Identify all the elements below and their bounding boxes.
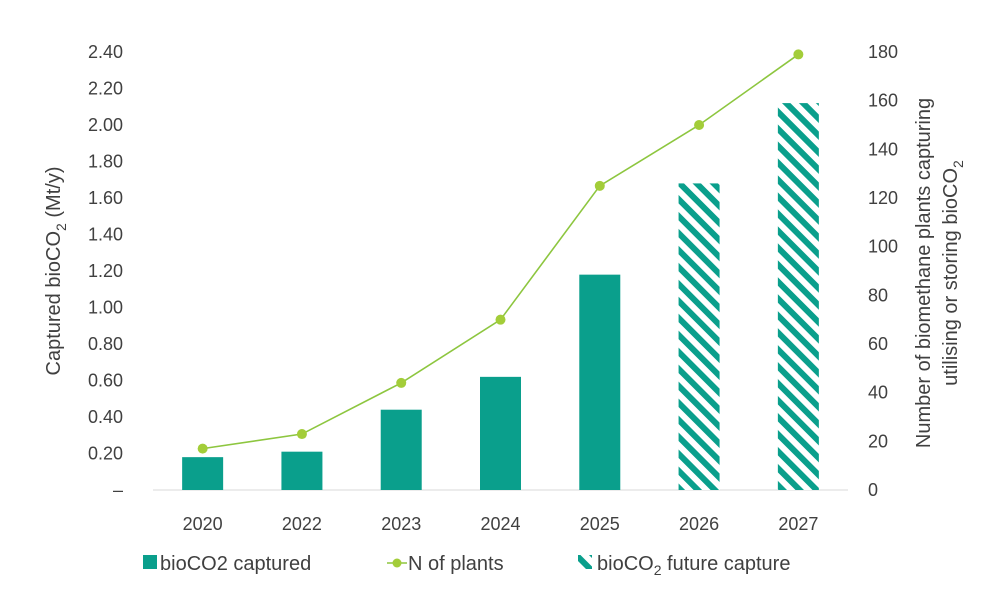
- left-axis-title: Captured bioCO2 (Mt/y): [43, 167, 69, 376]
- right-tick-label: 60: [868, 334, 888, 354]
- right-tick-label: 20: [868, 431, 888, 451]
- right-axis-title-line-1: Number of biomethane plants capturing: [913, 98, 935, 448]
- plants-point: [594, 180, 605, 191]
- plants-point: [495, 314, 506, 325]
- x-tick-label: 2027: [778, 514, 818, 534]
- right-tick-label: 180: [868, 42, 898, 62]
- plants-line-series: [197, 49, 804, 454]
- legend-swatch-plants-marker: [392, 558, 402, 568]
- left-tick-label: 1.80: [88, 152, 123, 172]
- captured-bar: [380, 409, 422, 490]
- left-tick-label: 2.00: [88, 115, 123, 135]
- legend: bioCO2 captured N of plants bioCO2 futur…: [143, 553, 790, 578]
- right-tick-label: 160: [868, 91, 898, 111]
- plants-point: [197, 443, 208, 454]
- legend-label-future: bioCO2 future capture: [597, 553, 790, 578]
- legend-label-plants: N of plants: [408, 553, 504, 575]
- right-axis-title-line-2: utilising or storing bioCO2: [940, 160, 966, 386]
- left-tick-label: –: [113, 480, 123, 500]
- future-capture-bar: [678, 183, 720, 490]
- plants-point: [694, 120, 705, 130]
- captured-bar: [281, 451, 323, 490]
- future-capture-bar: [777, 103, 819, 490]
- right-tick-label: 120: [868, 188, 898, 208]
- plants-point: [296, 429, 307, 440]
- right-tick-label: 140: [868, 139, 898, 159]
- x-axis-ticks: 2020 2022 2023 2024 2025 2026 2027: [183, 514, 819, 534]
- captured-bar: [182, 457, 224, 490]
- legend-swatch-future: [578, 555, 592, 569]
- left-tick-label: 0.40: [88, 407, 123, 427]
- x-tick-label: 2024: [480, 514, 520, 534]
- plants-point: [396, 377, 407, 388]
- legend-label-captured: bioCO2 captured: [160, 553, 311, 575]
- x-tick-label: 2022: [282, 514, 322, 534]
- right-tick-label: 80: [868, 285, 888, 305]
- right-tick-label: 40: [868, 383, 888, 403]
- left-tick-label: 0.80: [88, 334, 123, 354]
- left-tick-label: 2.40: [88, 42, 123, 62]
- bars: [182, 103, 819, 490]
- captured-bar: [579, 274, 621, 490]
- left-tick-label: 1.40: [88, 225, 123, 245]
- left-tick-label: 0.60: [88, 371, 123, 391]
- captured-bar: [480, 376, 521, 490]
- left-tick-label: 0.20: [88, 444, 123, 464]
- x-tick-label: 2023: [381, 514, 421, 534]
- left-tick-label: 2.20: [88, 79, 123, 99]
- right-tick-label: 0: [868, 480, 878, 500]
- right-tick-label: 100: [868, 237, 898, 257]
- left-axis-ticks: – 0.20 0.40 0.60 0.80 1.00 1.20 1.40 1.60 1.80 2.0…: [88, 42, 123, 500]
- legend-swatch-captured: [143, 555, 157, 569]
- plants-point: [793, 49, 804, 60]
- x-tick-label: 2025: [580, 514, 620, 534]
- left-tick-label: 1.20: [88, 261, 123, 281]
- left-tick-label: 1.60: [88, 188, 123, 208]
- right-axis-ticks: 0 20 40 60 80 100 120 140 160 180: [868, 42, 898, 500]
- x-tick-label: 2020: [183, 514, 223, 534]
- left-tick-label: 1.00: [88, 298, 123, 318]
- x-tick-label: 2026: [679, 514, 719, 534]
